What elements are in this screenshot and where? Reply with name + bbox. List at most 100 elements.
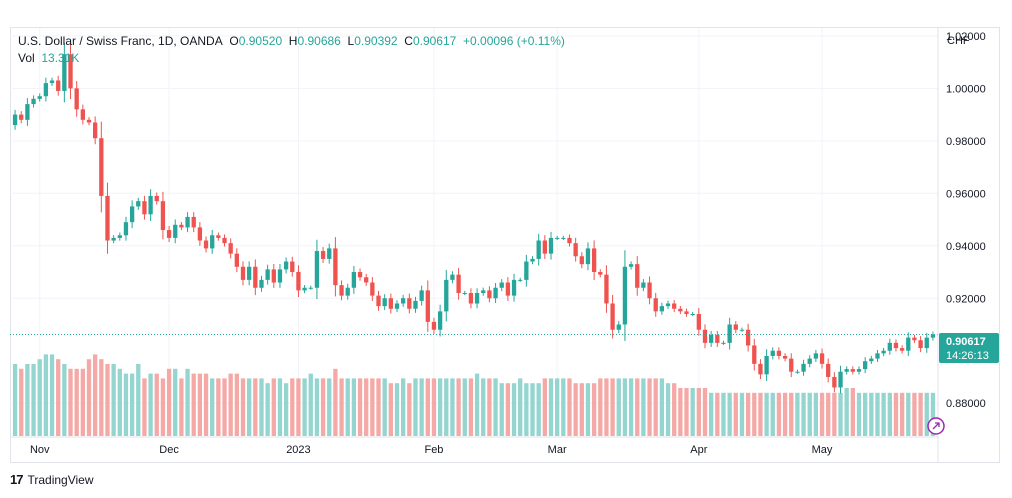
candle-body <box>351 272 357 288</box>
price-axis[interactable]: CHF 1.02000 1.00000 0.98000 0.96000 0.94000 0… <box>946 31 986 410</box>
volume-bar <box>394 383 400 436</box>
candle-body <box>25 104 30 120</box>
candle-body <box>345 287 350 296</box>
volume-bar <box>222 378 227 436</box>
volume-bar <box>795 392 800 436</box>
candle-body <box>881 350 886 354</box>
candle-body <box>826 363 831 377</box>
volume-bar <box>598 378 603 436</box>
price-tick-label: 0.96000 <box>946 188 986 200</box>
candle-body <box>752 345 757 364</box>
volume-bar <box>702 388 708 436</box>
volume-bar <box>616 378 621 436</box>
volume-bar <box>635 378 640 436</box>
candle-body <box>148 195 153 215</box>
candle-body <box>413 300 418 309</box>
volume-bar <box>179 378 184 436</box>
candle-body <box>819 353 825 364</box>
candle-body <box>228 243 233 254</box>
candle-body <box>364 277 369 283</box>
candle-body <box>555 237 560 239</box>
volume-bar <box>216 378 221 436</box>
volume-bar <box>437 378 443 436</box>
candle-body <box>795 371 800 373</box>
candle-body <box>893 342 899 349</box>
time-tick-label: Dec <box>159 444 179 456</box>
volume-bar <box>850 388 855 436</box>
volume-bar <box>610 378 615 436</box>
symbol-legend[interactable]: U.S. Dollar / Swiss Franc, 1D, OANDA O0.… <box>18 34 565 48</box>
candle-body <box>875 353 880 359</box>
volume-bar <box>758 392 763 436</box>
volume-bar <box>468 378 474 436</box>
volume-bar <box>622 378 628 436</box>
low-key: L <box>347 34 355 48</box>
candle-body <box>721 342 726 344</box>
candle-body <box>665 303 671 307</box>
volume-bar <box>481 378 486 436</box>
volume-bar <box>764 392 769 436</box>
candle-body <box>302 287 307 291</box>
close-key: C <box>404 34 413 48</box>
volume-bar <box>327 378 332 436</box>
volume-bar <box>93 354 98 436</box>
volume-bar <box>302 378 307 436</box>
volume-bar <box>807 392 812 436</box>
high-key: H <box>288 34 298 48</box>
candle-body <box>591 248 597 273</box>
volume-bar <box>154 373 159 436</box>
volume-bar <box>906 392 911 436</box>
volume-bar <box>493 378 498 436</box>
volume-bar <box>745 392 751 436</box>
volume-bar <box>203 373 209 436</box>
candle-body <box>308 287 313 289</box>
volume-bar <box>431 378 437 436</box>
candle-body <box>74 88 79 110</box>
candle-body <box>425 290 430 322</box>
time-axis[interactable]: Nov Dec 2023 Feb Mar Apr May <box>30 444 833 456</box>
volume-bar <box>721 392 726 436</box>
candle-body <box>123 222 129 236</box>
volume-bar <box>99 359 104 436</box>
volume-bar <box>364 378 369 436</box>
candle-body <box>234 253 239 267</box>
volume-bar <box>62 364 67 436</box>
candle-body <box>518 279 523 281</box>
volume-bar <box>19 368 24 436</box>
volume-bar <box>37 359 42 436</box>
volume-bar <box>511 383 517 436</box>
chart-frame[interactable] <box>10 27 1000 463</box>
candle-body <box>696 313 701 330</box>
volume-bar <box>68 368 73 436</box>
volume-bar <box>709 392 714 436</box>
candle-body <box>776 350 782 356</box>
volume-bar <box>893 392 899 436</box>
volume-bar <box>542 378 547 436</box>
candle-body <box>844 369 849 372</box>
volume-key: Vol <box>18 51 35 65</box>
volume-bar <box>413 378 418 436</box>
volume-bar <box>370 378 375 436</box>
candle-body <box>702 329 708 343</box>
volume-bar <box>684 388 689 436</box>
candle-body <box>801 363 806 372</box>
volume-bar <box>308 373 313 436</box>
volume-bar <box>499 383 504 436</box>
candle-body <box>912 337 917 341</box>
candle-body <box>887 342 892 351</box>
volume-bar <box>339 378 344 436</box>
candle-body <box>247 266 252 280</box>
candle-body <box>745 329 751 346</box>
volume-bar <box>444 378 449 436</box>
volume-bar <box>136 364 141 436</box>
candle-body <box>468 293 474 304</box>
candle-body <box>511 279 517 296</box>
scroll-to-realtime-icon[interactable] <box>927 417 945 435</box>
candle-body <box>616 324 621 330</box>
candle-body <box>154 195 159 202</box>
volume-legend[interactable]: Vol 13.31K <box>18 51 79 65</box>
volume-bar <box>351 378 357 436</box>
branding[interactable]: 17 TradingView <box>10 472 94 487</box>
candle-body <box>166 230 172 238</box>
